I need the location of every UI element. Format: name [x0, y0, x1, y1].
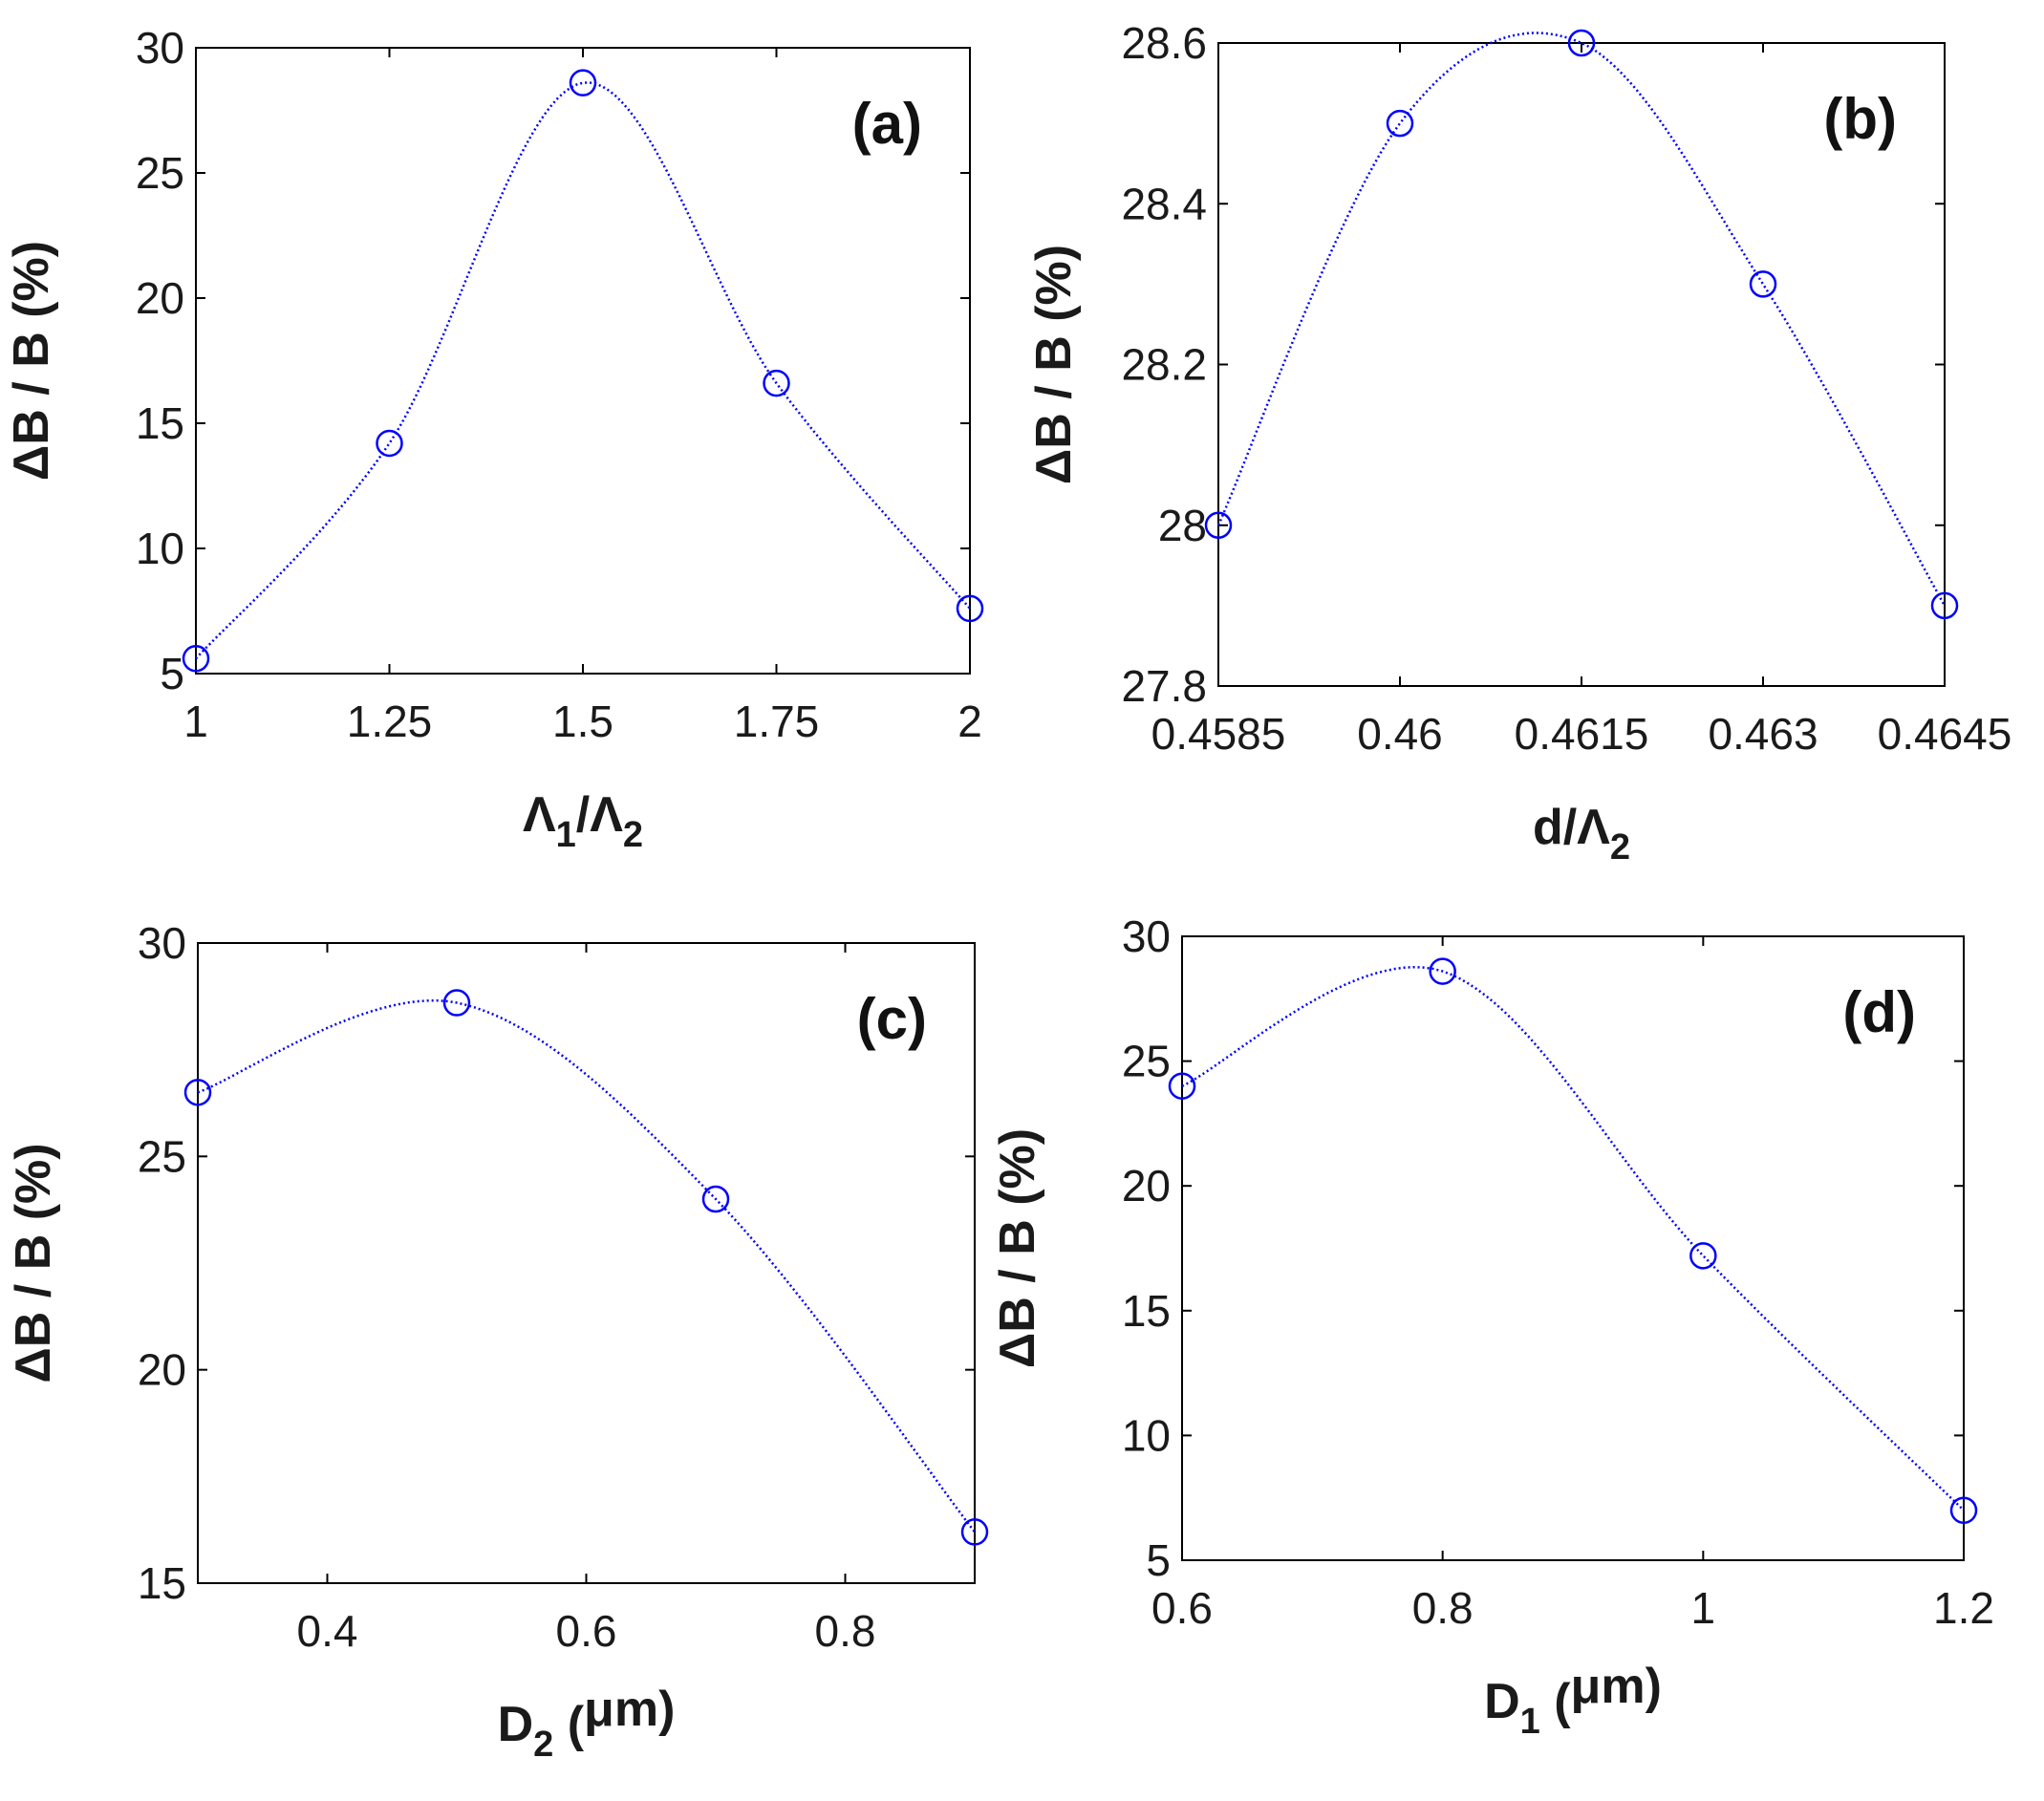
x-axis-label-tail: μm) [1571, 1659, 1662, 1714]
panel-label: (a) [852, 92, 922, 156]
y-axis-label: ΔB / B (%) [4, 241, 59, 481]
panel-c: 0.4 0.6 0.8 15 20 25 30 ΔB / B (%) D2 (μm) (c) [6, 918, 989, 1765]
data-point-3 [1567, 29, 1596, 57]
y-tick-label: 25 [138, 1131, 186, 1181]
x-tick-label: 1 [1691, 1583, 1716, 1633]
data-point-2 [442, 989, 471, 1017]
x-tick-label: 1.75 [734, 697, 820, 746]
y-tick-label: 30 [136, 23, 184, 73]
x-axis-label-main: D [498, 1697, 534, 1752]
x-axis-label-sub: 1 [1520, 1702, 1540, 1742]
y-axis-label: ΔB / B (%) [990, 1128, 1045, 1368]
x-axis-label-sub2: 2 [623, 815, 643, 855]
x-tick-label: 0.463 [1708, 709, 1818, 759]
x-tick-label: 0.8 [1412, 1583, 1474, 1633]
plot-area-frame [1181, 935, 1965, 1561]
series-curve [197, 998, 976, 1533]
x-tick-label: 1.25 [347, 697, 433, 746]
data-point-4 [1949, 1496, 1978, 1525]
panel-label: (b) [1823, 87, 1897, 151]
y-tick-label: 5 [1146, 1535, 1171, 1585]
x-axis-label-rest: ( [1540, 1674, 1571, 1729]
data-point-1 [183, 1079, 212, 1106]
y-tick-label: 5 [160, 649, 184, 698]
x-axis-label: D1 (μm) [1484, 1659, 1662, 1742]
y-tick-label: 20 [138, 1345, 186, 1395]
x-tick-label: 0.4585 [1151, 709, 1286, 759]
y-tick-label: 15 [1122, 1286, 1171, 1336]
y-tick-label: 20 [136, 273, 184, 323]
y-tick-label: 28 [1158, 501, 1207, 550]
x-axis-label-sub: 2 [1610, 827, 1630, 868]
data-point-1 [182, 645, 210, 673]
x-tick-label: 0.8 [815, 1606, 876, 1656]
x-axis-label-rest: /Λ [576, 787, 623, 843]
y-tick-label: 25 [1122, 1037, 1171, 1086]
x-axis-label-tail: μm) [584, 1682, 675, 1737]
x-axis-label: d/Λ2 [1533, 800, 1630, 868]
data-point-3 [701, 1185, 730, 1213]
y-tick-label: 28.6 [1121, 18, 1207, 68]
x-tick-label: 2 [957, 697, 982, 746]
y-tick-label: 20 [1122, 1161, 1171, 1211]
data-point-2 [376, 429, 403, 458]
y-tick-label: 30 [1122, 911, 1171, 961]
y-axis-label: ΔB / B (%) [6, 1143, 61, 1383]
x-tick-label: 0.4 [297, 1606, 358, 1656]
series-curve [1216, 32, 1947, 607]
x-tick-label: 0.4615 [1515, 709, 1649, 759]
x-axis-label-rest: ( [553, 1697, 584, 1752]
y-tick-label: 10 [1122, 1410, 1171, 1460]
panel-label: (d) [1842, 980, 1916, 1044]
x-tick-label: 0.4645 [1878, 709, 2012, 759]
x-axis-label-sub: 2 [533, 1725, 553, 1765]
x-axis-label-sub: 1 [556, 815, 576, 855]
y-tick-label: 10 [136, 524, 184, 573]
series-curve [1181, 965, 1965, 1512]
data-point-4 [960, 1518, 989, 1546]
panel-b: 0.4585 0.46 0.4615 0.463 0.4645 27.8 28 28.2 28.… [1026, 18, 2012, 868]
x-tick-label: 1.5 [552, 697, 613, 746]
x-tick-label: 0.46 [1357, 709, 1443, 759]
panel-label: (c) [857, 987, 927, 1051]
data-point-1 [1168, 1072, 1196, 1100]
series-curve [195, 81, 971, 660]
data-point-2 [1386, 109, 1414, 138]
x-tick-label: 0.6 [1151, 1583, 1213, 1633]
data-point-5 [1930, 591, 1959, 620]
y-tick-label: 15 [138, 1558, 186, 1608]
y-tick-label: 25 [136, 148, 184, 198]
x-axis-label: Λ1/Λ2 [523, 787, 643, 855]
x-tick-label: 0.6 [556, 1606, 617, 1656]
x-axis-label-main: D [1484, 1674, 1520, 1729]
x-tick-label: 1.2 [1933, 1583, 1994, 1633]
x-axis-label-main: Λ [523, 787, 556, 843]
y-tick-label: 27.8 [1121, 661, 1207, 711]
data-point-4 [1749, 270, 1777, 298]
x-axis-label-main: d/Λ [1533, 800, 1610, 855]
data-point-5 [956, 594, 984, 623]
y-tick-label: 28.2 [1121, 340, 1207, 390]
x-axis-label: D2 (μm) [498, 1682, 676, 1765]
y-tick-label: 30 [138, 918, 186, 968]
data-point-1 [1204, 511, 1233, 539]
data-point-2 [1429, 957, 1456, 985]
data-point-3 [1689, 1242, 1717, 1270]
y-axis-label: ΔB / B (%) [1026, 245, 1082, 484]
data-point-3 [569, 69, 597, 96]
x-tick-label: 1 [183, 697, 208, 746]
y-tick-label: 28.4 [1121, 179, 1207, 228]
data-point-4 [763, 369, 790, 397]
y-tick-label: 15 [136, 398, 184, 448]
